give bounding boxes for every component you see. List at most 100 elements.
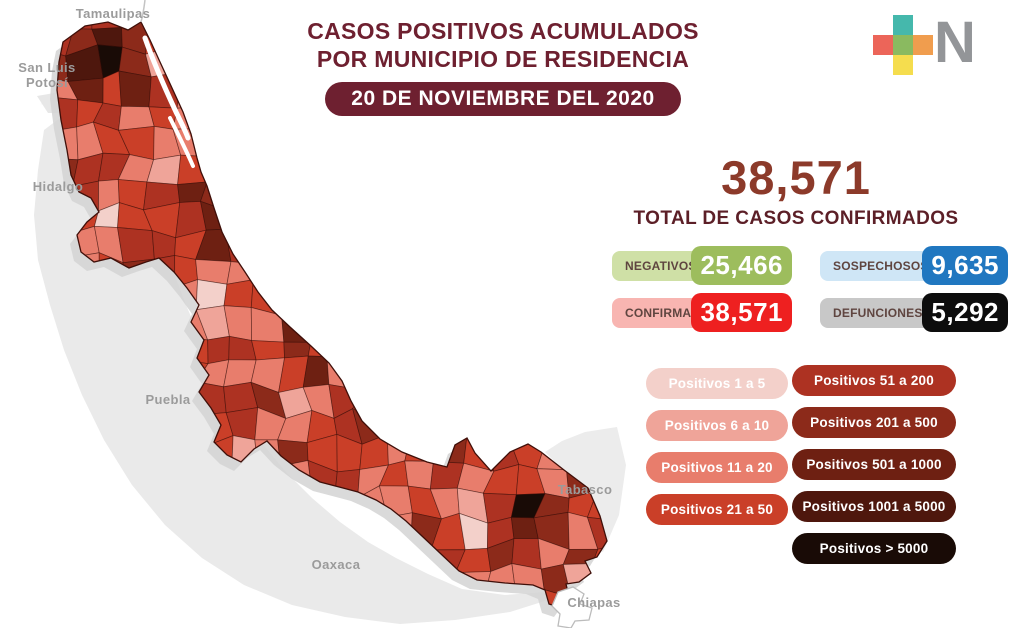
municipality-cell [177, 23, 206, 50]
municipality-cell [432, 173, 466, 212]
municipality-cell [614, 518, 644, 543]
municipality-cell [15, 466, 50, 494]
municipality-cell [490, 285, 520, 310]
municipality-cell [14, 513, 51, 546]
municipality-cell [492, 360, 518, 390]
municipality-cell [386, 127, 413, 156]
page-title-line1: CASOS POSITIVOS ACUMULADOS [307, 18, 699, 44]
municipality-cell [613, 621, 647, 628]
coastline [140, 0, 146, 23]
municipality-cell [410, 411, 441, 446]
municipality-cell [638, 538, 660, 572]
municipality-cell [276, 278, 305, 317]
neighbor-tabasco-shape [545, 427, 626, 552]
municipality-cell [274, 125, 313, 150]
municipality-cell [406, 338, 438, 369]
municipality-cell [330, 231, 365, 257]
municipality-cell [251, 26, 287, 48]
municipality-cell [533, 258, 572, 286]
municipality-cell [354, 209, 387, 233]
municipality-cell [516, 199, 540, 230]
municipality-cell [57, 544, 76, 575]
municipality-cell [278, 205, 311, 239]
municipality-cell [641, 338, 660, 362]
municipality-cell [0, 261, 22, 290]
municipality-cell [456, 306, 495, 341]
municipality-cell [70, 516, 104, 549]
municipality-cell [196, 592, 232, 608]
municipality-cell [562, 126, 597, 157]
municipality-cell [533, 278, 565, 312]
municipality-cell [431, 226, 461, 257]
municipality-cell [227, 22, 256, 30]
municipality-cell [586, 175, 607, 212]
municipality-cell [176, 71, 205, 109]
municipality-cell [148, 619, 174, 628]
municipality-cell [0, 491, 15, 524]
municipality-cell [512, 128, 545, 161]
municipality-cell [0, 156, 23, 179]
stat-label: NEGATIVOS [625, 259, 697, 273]
municipality-cell [0, 616, 23, 628]
municipality-cell [249, 205, 284, 238]
municipality-cell [250, 125, 280, 161]
municipality-cell [198, 96, 225, 130]
municipality-cell [0, 311, 22, 333]
municipality-cell [0, 572, 20, 602]
municipality-cell [508, 410, 546, 446]
municipality-cell [465, 409, 487, 436]
legend-item: Positivos 501 a 1000 [792, 449, 956, 480]
stat-value: 38,571 [691, 293, 792, 332]
municipality-cell [361, 230, 384, 258]
municipality-cell [404, 233, 437, 262]
municipality-cell [510, 356, 546, 386]
municipality-cell [485, 199, 519, 229]
municipality-cell [0, 285, 22, 315]
municipality-cell [15, 440, 50, 467]
municipality-cell [455, 127, 492, 154]
municipality-cell [227, 592, 250, 608]
municipality-cell [331, 619, 363, 628]
municipality-cell [57, 597, 71, 608]
municipality-cell [205, 156, 233, 183]
municipality-cell [383, 178, 417, 211]
municipality-cell [251, 340, 285, 361]
municipality-cell [0, 205, 23, 236]
municipality-cell [455, 147, 492, 184]
municipality-cell [70, 495, 103, 525]
municipality-cell [230, 157, 259, 181]
municipality-cell [613, 572, 647, 598]
municipality-cell [509, 183, 541, 206]
legend-item: Positivos 1001 a 5000 [792, 491, 956, 522]
municipality-cell [404, 204, 437, 238]
municipality-cell [333, 148, 359, 186]
municipality-cell [533, 309, 565, 337]
legend-column-right: Positivos 51 a 200 Positivos 201 a 500 P… [792, 365, 956, 575]
logo-plus-square-left [873, 35, 893, 55]
municipality-cell [146, 539, 183, 569]
municipality-cell [299, 148, 337, 183]
municipality-cell [559, 381, 599, 416]
municipality-cell [513, 284, 539, 311]
stat-label: DEFUNCIONES [833, 306, 923, 320]
municipality-cell [118, 566, 157, 600]
municipality-cell [431, 254, 468, 291]
municipality-cell [403, 381, 441, 418]
municipality-cell [307, 329, 336, 358]
municipality-cell [381, 339, 415, 362]
legend-item: Positivos 21 a 50 [646, 494, 788, 525]
municipality-cell [486, 384, 512, 417]
legend-item: Positivos 1 a 5 [646, 368, 788, 399]
municipality-cell [509, 152, 541, 185]
municipality-cell [66, 544, 105, 575]
municipality-cell [513, 306, 539, 336]
stat-value: 25,466 [691, 246, 792, 285]
municipality-cell [14, 19, 52, 52]
municipality-cell [433, 127, 467, 149]
logo-plus-square-top [893, 15, 913, 35]
municipality-cell [248, 623, 275, 628]
municipality-cell [458, 225, 489, 256]
total-confirmed-value: 38,571 [721, 151, 871, 204]
stat-value: 9,635 [922, 246, 1008, 285]
